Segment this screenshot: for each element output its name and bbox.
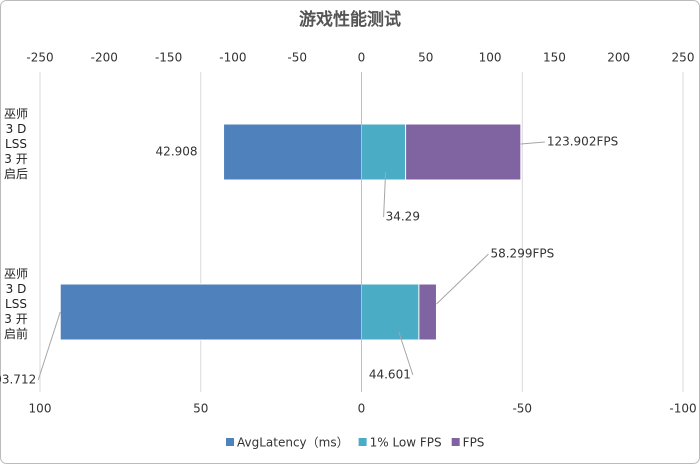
x-tick-label: -150: [155, 51, 182, 65]
bar: [59, 283, 363, 341]
x2-tick-label: 100: [29, 402, 52, 416]
x-tick-label: 100: [479, 51, 502, 65]
x-tick-label: 150: [543, 51, 566, 65]
x-tick-label: -50: [287, 51, 307, 65]
x-tick-label: -200: [91, 51, 118, 65]
legend-label: 1% Low FPS: [370, 436, 442, 450]
data-label: 58.299FPS: [490, 247, 554, 261]
y-tick-label: 巫师3 DLSS 3 开启前: [3, 267, 28, 341]
x-tick-label: 250: [672, 51, 695, 65]
chart-title: 游戏性能测试: [299, 9, 401, 30]
leader-line: [520, 141, 545, 145]
x-tick-label: 50: [418, 51, 433, 65]
x2-tick-label: -50: [512, 402, 532, 416]
x-tick-label: -250: [26, 51, 53, 65]
x2-tick-label: 0: [358, 402, 366, 416]
leader-line: [37, 311, 61, 381]
data-label: 123.902FPS: [547, 135, 618, 149]
legend-swatch: [451, 438, 460, 446]
x2-tick-label: -100: [669, 402, 696, 416]
data-label: 34.29: [386, 210, 420, 224]
legend-swatch: [358, 438, 367, 446]
leader-line: [436, 253, 489, 305]
data-label: 42.908: [156, 145, 198, 159]
bar: [223, 123, 362, 181]
x-tick-label: 0: [358, 51, 366, 65]
x-tick-label: 200: [607, 51, 630, 65]
legend-label: FPS: [463, 436, 485, 450]
x2-tick-label: 50: [193, 402, 208, 416]
leader-line: [398, 331, 414, 376]
bar: [361, 283, 420, 341]
data-label: 93.712: [0, 373, 36, 387]
data-label: 44.601: [369, 368, 411, 382]
legend-label: AvgLatency（ms）: [237, 436, 349, 450]
bar: [361, 123, 407, 181]
x-tick-label: -100: [219, 51, 246, 65]
legend-swatch: [226, 438, 234, 446]
leader-line: [383, 171, 387, 218]
y-tick-label: 巫师3 DLSS 3 开启后: [3, 107, 28, 181]
